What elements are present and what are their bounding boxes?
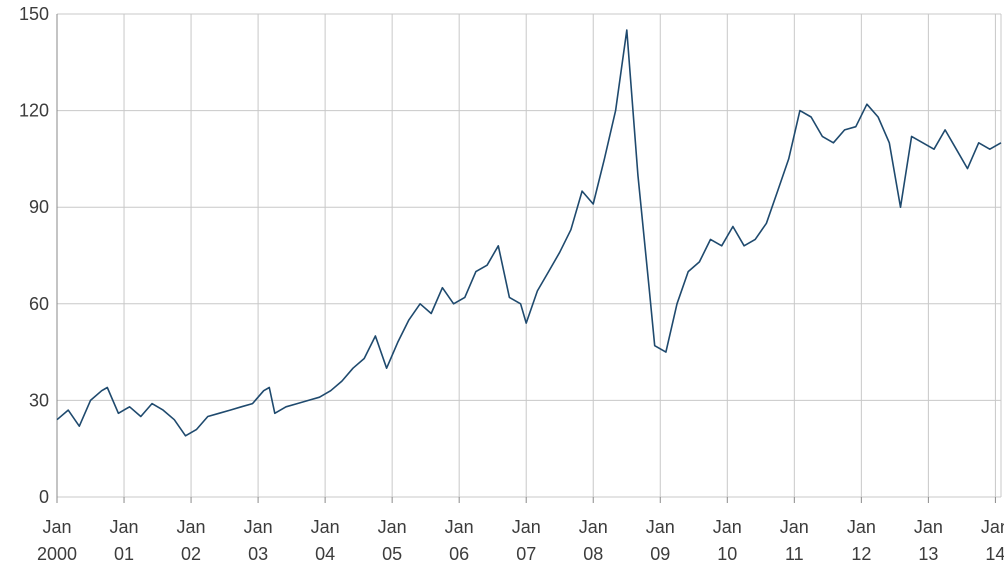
x-tick-label-year: 04 (315, 544, 335, 564)
x-tick-label-month: Jan (311, 517, 340, 537)
y-axis-tick-labels: 0 30 60 90 120 150 (19, 4, 49, 507)
x-tick-label-year: 11 (785, 544, 804, 564)
x-tick-label-month: Jan (110, 517, 139, 537)
x-tick-label-month: Jan (177, 517, 206, 537)
x-axis-tick-labels: Jan 2000 Jan 01 Jan 02 Jan 03 Jan 04 Jan 05 Jan 06 Jan… (37, 517, 1004, 564)
x-tick-label-year: 10 (717, 544, 737, 564)
x-tick-label-month: Jan (512, 517, 541, 537)
x-tick-label-month: Jan (244, 517, 273, 537)
x-tick-label-month: Jan (713, 517, 742, 537)
x-tick-label-month: Jan (579, 517, 608, 537)
y-tick-label: 0 (39, 487, 49, 507)
x-tick-label-year: 02 (181, 544, 201, 564)
x-tick-label-year: 01 (114, 544, 134, 564)
series-layer (56, 29, 1002, 437)
x-tick-label-year: 08 (583, 544, 603, 564)
y-tick-label: 60 (29, 294, 49, 314)
x-tick-label-month: Jan (646, 517, 675, 537)
series-line (56, 29, 1002, 437)
y-tick-label: 30 (29, 390, 49, 410)
x-tick-label-month: Jan (847, 517, 876, 537)
x-tick-label-month: Jan (981, 517, 1004, 537)
x-tick-label-year: 03 (248, 544, 268, 564)
x-tick-label-month: Jan (445, 517, 474, 537)
x-tick-label-year: 12 (851, 544, 871, 564)
x-tick-label-year: 14 (985, 544, 1004, 564)
x-tick-label-year: 07 (516, 544, 536, 564)
x-tick-label-month: Jan (378, 517, 407, 537)
y-tick-label: 90 (29, 197, 49, 217)
x-tick-label-year: 05 (382, 544, 402, 564)
x-tick-label-year: 06 (449, 544, 469, 564)
x-tick-label-month: Jan (780, 517, 809, 537)
x-tick-label-year: 13 (918, 544, 938, 564)
axes (56, 14, 1002, 503)
y-tick-label: 120 (19, 101, 49, 121)
x-tick-label-year: 2000 (37, 544, 77, 564)
grid (56, 13, 1001, 498)
y-tick-label: 150 (19, 4, 49, 24)
x-tick-label-year: 09 (650, 544, 670, 564)
x-tick-label-month: Jan (42, 517, 71, 537)
x-tick-label-month: Jan (914, 517, 943, 537)
